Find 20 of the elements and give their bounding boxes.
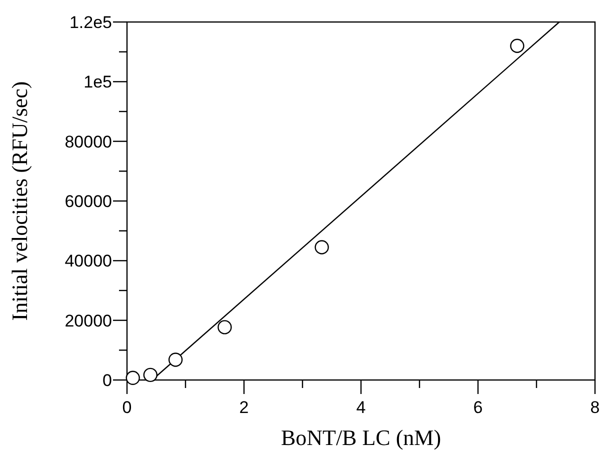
x-tick-label: 4 <box>356 398 366 417</box>
point <box>168 352 183 367</box>
y-tick-label: 40000 <box>64 252 112 271</box>
y-tick-label: 0 <box>102 371 112 390</box>
point <box>126 370 140 386</box>
y-tick-label: 1.2e5 <box>69 13 112 32</box>
point <box>143 368 158 382</box>
y-axis-title: Initial velocities (RFU/sec) <box>7 81 32 321</box>
point <box>314 240 329 254</box>
point <box>510 38 524 53</box>
y-tick-label: 80000 <box>64 132 112 152</box>
x-tick-label: 8 <box>590 398 600 417</box>
x-tick-label: 6 <box>473 398 483 417</box>
point <box>218 320 232 334</box>
y-tick-label: 1e5 <box>84 72 112 92</box>
x-tick-label: 0 <box>122 398 132 417</box>
x-tick-label: 2 <box>239 398 249 417</box>
y-tick-label: 20000 <box>64 311 112 330</box>
y-tick-label: 60000 <box>64 192 112 211</box>
x-axis-title: BoNT/B LC (nM) <box>280 425 442 450</box>
